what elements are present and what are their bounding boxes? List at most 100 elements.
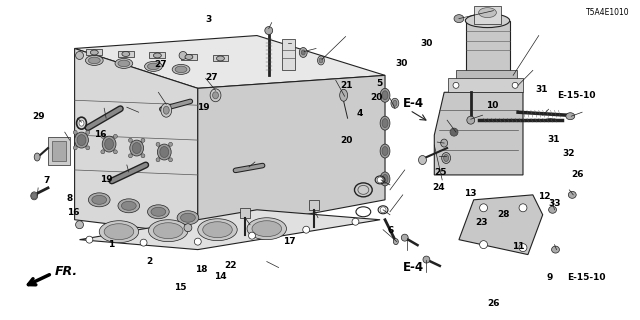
Bar [474, 6, 501, 24]
Circle shape [73, 146, 77, 150]
Text: FR.: FR. [55, 265, 78, 278]
Text: 16: 16 [94, 130, 107, 139]
Ellipse shape [380, 116, 390, 130]
Circle shape [73, 130, 77, 134]
Ellipse shape [157, 144, 171, 160]
Ellipse shape [77, 135, 86, 146]
Circle shape [156, 142, 160, 146]
Text: E-15-10: E-15-10 [557, 91, 595, 100]
Text: 20: 20 [340, 136, 353, 145]
Ellipse shape [548, 206, 557, 213]
Ellipse shape [163, 106, 169, 114]
Ellipse shape [145, 61, 163, 71]
Ellipse shape [566, 113, 575, 120]
Circle shape [467, 116, 475, 124]
Ellipse shape [34, 153, 40, 161]
Ellipse shape [441, 139, 447, 147]
Text: 24: 24 [433, 183, 445, 192]
Circle shape [140, 239, 147, 246]
Ellipse shape [319, 58, 323, 63]
Polygon shape [198, 76, 385, 235]
Circle shape [76, 221, 83, 229]
Circle shape [76, 52, 83, 60]
Circle shape [380, 207, 386, 213]
Ellipse shape [122, 52, 130, 56]
Text: 22: 22 [225, 261, 237, 270]
Circle shape [451, 129, 458, 136]
Bar [181, 54, 197, 60]
Text: 12: 12 [538, 192, 550, 201]
Ellipse shape [160, 147, 169, 157]
Ellipse shape [180, 213, 195, 222]
Text: 29: 29 [32, 113, 45, 122]
Ellipse shape [210, 89, 221, 102]
Circle shape [512, 82, 518, 88]
Ellipse shape [423, 256, 430, 263]
Text: 8: 8 [67, 194, 73, 203]
Polygon shape [448, 78, 523, 92]
Circle shape [479, 204, 488, 212]
Text: 21: 21 [340, 81, 353, 90]
Text: 27: 27 [155, 60, 167, 69]
Ellipse shape [175, 66, 187, 73]
Text: T5A4E1010: T5A4E1010 [586, 8, 630, 17]
Circle shape [168, 158, 173, 162]
Text: 14: 14 [214, 272, 227, 281]
Ellipse shape [92, 195, 107, 204]
Ellipse shape [118, 60, 130, 67]
Text: 9: 9 [546, 273, 552, 282]
Text: 4: 4 [357, 109, 364, 118]
Bar [150, 52, 165, 59]
Ellipse shape [450, 128, 458, 136]
Circle shape [303, 226, 310, 233]
Circle shape [179, 52, 187, 60]
Ellipse shape [401, 234, 408, 241]
Text: 6: 6 [387, 226, 394, 235]
Ellipse shape [444, 155, 449, 162]
Text: 7: 7 [43, 176, 49, 185]
Ellipse shape [198, 219, 237, 241]
Ellipse shape [99, 221, 139, 243]
Ellipse shape [88, 57, 100, 64]
Ellipse shape [115, 59, 132, 68]
Ellipse shape [391, 98, 399, 108]
Ellipse shape [203, 222, 232, 238]
Circle shape [519, 204, 527, 212]
Ellipse shape [419, 156, 426, 164]
Ellipse shape [122, 201, 136, 210]
Bar [118, 51, 134, 57]
Text: 16: 16 [67, 208, 79, 217]
Text: 31: 31 [536, 85, 548, 94]
Ellipse shape [382, 147, 388, 156]
Ellipse shape [90, 50, 99, 55]
Polygon shape [435, 92, 523, 175]
Circle shape [453, 82, 459, 88]
Bar [86, 50, 102, 55]
Circle shape [101, 150, 105, 154]
Bar [48, 137, 70, 165]
Circle shape [377, 177, 383, 183]
Polygon shape [459, 195, 543, 255]
Ellipse shape [380, 88, 390, 102]
Ellipse shape [454, 15, 464, 23]
Ellipse shape [31, 192, 38, 200]
Text: 15: 15 [173, 283, 186, 292]
Circle shape [129, 154, 132, 158]
Polygon shape [75, 36, 385, 88]
Text: 1: 1 [108, 240, 114, 249]
Text: 18: 18 [195, 265, 207, 275]
Ellipse shape [86, 55, 103, 65]
Ellipse shape [252, 221, 282, 237]
Text: 3: 3 [205, 15, 212, 24]
Text: 30: 30 [421, 39, 433, 48]
Circle shape [31, 193, 37, 199]
Ellipse shape [568, 191, 576, 198]
Ellipse shape [75, 132, 88, 148]
Circle shape [113, 134, 117, 138]
Text: 32: 32 [562, 149, 575, 158]
Ellipse shape [382, 174, 388, 183]
Text: 33: 33 [548, 199, 561, 208]
Circle shape [86, 146, 90, 150]
Ellipse shape [340, 89, 348, 101]
Circle shape [129, 138, 132, 142]
